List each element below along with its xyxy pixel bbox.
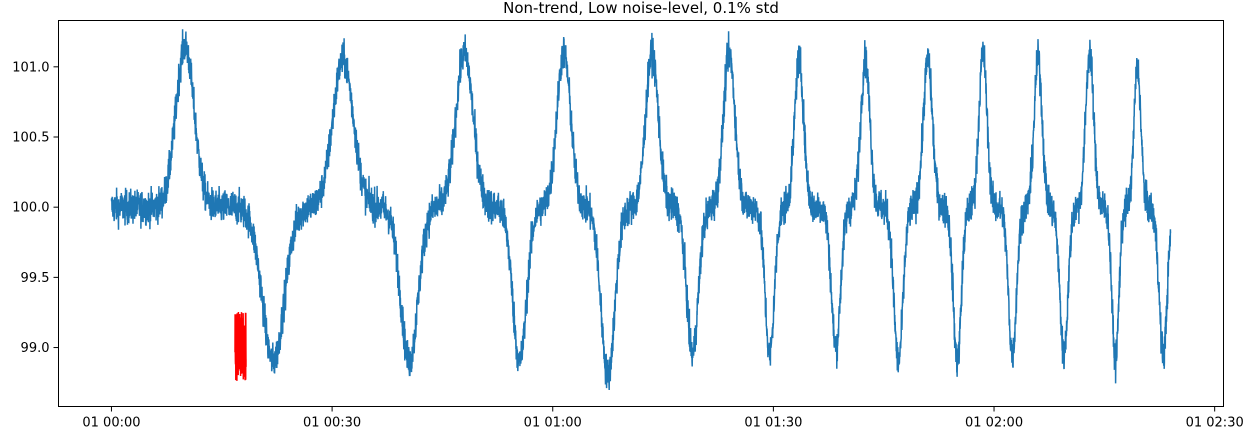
x-tick-label: 01 01:00 bbox=[524, 416, 582, 428]
plot-area bbox=[110, 29, 1172, 391]
x-tick-label: 01 00:00 bbox=[82, 416, 140, 428]
y-tick-label: 100.0 bbox=[12, 201, 49, 216]
anomaly-series-line bbox=[234, 311, 247, 381]
y-tick-label: 99.5 bbox=[21, 271, 50, 286]
y-axis: 99.0 99.5 100.0 100.5 101.0 bbox=[12, 60, 59, 356]
series-line bbox=[110, 29, 1172, 391]
y-tick-label: 99.0 bbox=[21, 341, 50, 356]
x-tick-label: 01 02:30 bbox=[1186, 416, 1244, 428]
chart-title: Non-trend, Low noise-level, 0.1% std bbox=[503, 0, 779, 17]
x-tick-label: 01 02:00 bbox=[965, 416, 1023, 428]
x-tick-label: 01 01:30 bbox=[744, 416, 802, 428]
axes-frame bbox=[58, 20, 1224, 407]
x-axis: 01 00:00 01 00:30 01 01:00 01 01:30 01 02:00… bbox=[82, 406, 1244, 431]
y-tick-label: 101.0 bbox=[12, 60, 49, 75]
y-tick-label: 100.5 bbox=[12, 131, 49, 146]
x-tick-label: 01 00:30 bbox=[303, 416, 361, 428]
